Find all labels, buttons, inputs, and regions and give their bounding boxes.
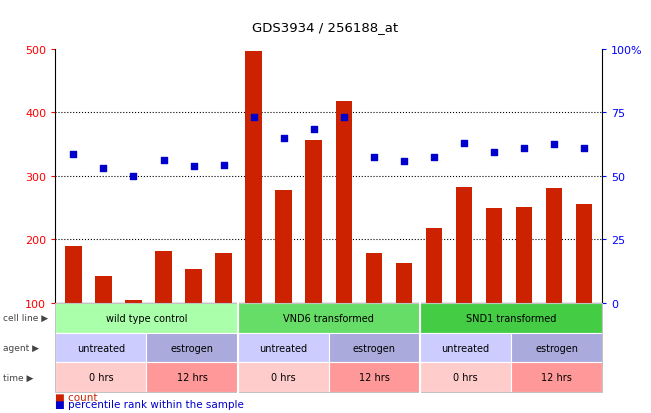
Bar: [305, 141, 322, 303]
Bar: [426, 228, 442, 303]
Point: [519, 146, 529, 152]
Bar: [396, 263, 412, 303]
Point: [309, 127, 319, 133]
Point: [579, 146, 589, 152]
Point: [398, 158, 409, 164]
Bar: [65, 246, 81, 303]
Point: [279, 135, 289, 142]
Bar: [546, 188, 562, 303]
Point: [68, 151, 79, 157]
Bar: [155, 251, 172, 303]
Text: 12 hrs: 12 hrs: [541, 373, 572, 382]
Text: untreated: untreated: [259, 343, 307, 353]
Text: untreated: untreated: [441, 343, 490, 353]
Bar: [275, 190, 292, 303]
Text: estrogen: estrogen: [171, 343, 214, 353]
Text: 0 hrs: 0 hrs: [271, 373, 296, 382]
Bar: [215, 254, 232, 303]
Bar: [186, 270, 202, 303]
Text: time ▶: time ▶: [3, 373, 34, 382]
Bar: [125, 300, 142, 303]
Point: [249, 114, 259, 121]
Point: [128, 173, 139, 180]
Bar: [335, 102, 352, 303]
Text: VND6 transformed: VND6 transformed: [283, 313, 374, 323]
Bar: [456, 187, 472, 303]
Text: wild type control: wild type control: [105, 313, 187, 323]
Point: [459, 140, 469, 147]
Bar: [95, 276, 112, 303]
Point: [368, 154, 379, 161]
Point: [549, 141, 559, 148]
Point: [489, 149, 499, 156]
Text: agent ▶: agent ▶: [3, 343, 39, 352]
Bar: [576, 205, 592, 303]
Point: [188, 164, 199, 170]
Text: SND1 transformed: SND1 transformed: [466, 313, 556, 323]
Point: [218, 162, 229, 169]
Text: 0 hrs: 0 hrs: [89, 373, 113, 382]
Text: untreated: untreated: [77, 343, 125, 353]
Bar: [486, 208, 503, 303]
Point: [98, 165, 109, 171]
Bar: [366, 254, 382, 303]
Text: ■ percentile rank within the sample: ■ percentile rank within the sample: [55, 399, 244, 409]
Text: 12 hrs: 12 hrs: [176, 373, 208, 382]
Text: estrogen: estrogen: [353, 343, 396, 353]
Text: 12 hrs: 12 hrs: [359, 373, 390, 382]
Text: GDS3934 / 256188_at: GDS3934 / 256188_at: [253, 21, 398, 33]
Text: 0 hrs: 0 hrs: [453, 373, 478, 382]
Text: cell line ▶: cell line ▶: [3, 313, 48, 323]
Text: ■ count: ■ count: [55, 392, 98, 402]
Point: [429, 154, 439, 161]
Point: [158, 157, 169, 164]
Bar: [245, 52, 262, 303]
Point: [339, 114, 349, 121]
Text: estrogen: estrogen: [535, 343, 578, 353]
Bar: [516, 207, 533, 303]
